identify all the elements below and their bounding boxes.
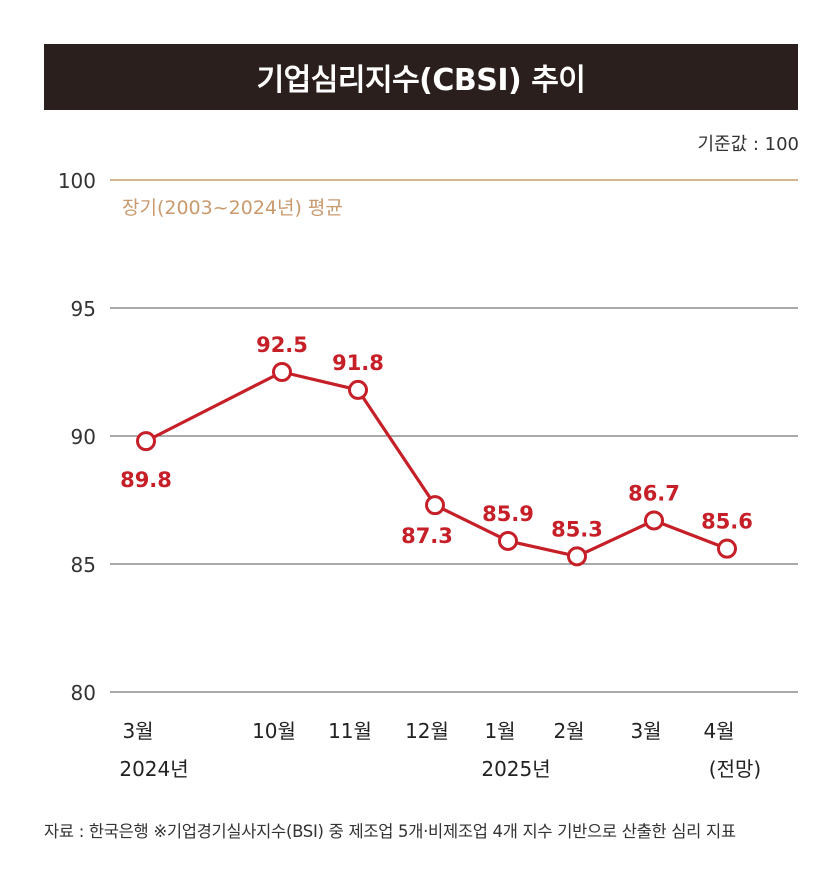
data-label: 91.8	[332, 351, 384, 375]
data-label: 85.3	[551, 517, 603, 541]
data-point	[348, 379, 368, 400]
x-tick-sublabel: (전망)	[709, 757, 761, 781]
x-tick-label: 11월	[328, 719, 372, 743]
x-tick-label: 12월	[405, 719, 449, 743]
data-point	[498, 530, 518, 551]
x-tick-label: 1월	[484, 719, 515, 743]
x-tick-label: 3월	[630, 719, 661, 743]
x-tick-label: 3월	[122, 719, 153, 743]
data-label: 87.3	[401, 524, 453, 548]
y-tick-label: 95	[71, 297, 96, 321]
x-tick-label: 2월	[553, 719, 584, 743]
y-tick-label: 85	[71, 553, 96, 577]
data-label: 92.5	[256, 333, 308, 357]
data-point	[644, 510, 664, 531]
data-point	[717, 538, 737, 559]
source-note: 자료 : 한국은행 ※기업경기실사지수(BSI) 중 제조업 5개·비제조업 4…	[44, 822, 736, 841]
data-label: 86.7	[628, 481, 680, 505]
data-point	[272, 362, 292, 382]
unit-note: 기준값 : 100	[697, 134, 799, 155]
y-tick-label: 80	[71, 681, 96, 705]
data-point	[136, 431, 156, 452]
x-tick-label: 4월	[703, 719, 734, 743]
x-tick-sublabel: 2024년	[119, 757, 188, 781]
series-line	[145, 370, 728, 558]
data-point	[567, 546, 587, 567]
data-label: 85.9	[482, 502, 534, 526]
reference-line-label: 장기(2003~2024년) 평균	[122, 197, 343, 219]
chart-title: 기업심리지수(CBSI) 추이	[256, 63, 586, 98]
x-tick-label: 10월	[252, 719, 296, 743]
y-tick-label: 90	[71, 425, 96, 449]
x-tick-sublabel: 2025년	[481, 757, 550, 781]
data-label: 85.6	[701, 510, 753, 534]
data-point	[425, 495, 445, 516]
data-label: 89.8	[120, 468, 172, 492]
y-tick-label: 100	[58, 169, 96, 193]
chart-title-bar: 기업심리지수(CBSI) 추이	[44, 44, 798, 110]
